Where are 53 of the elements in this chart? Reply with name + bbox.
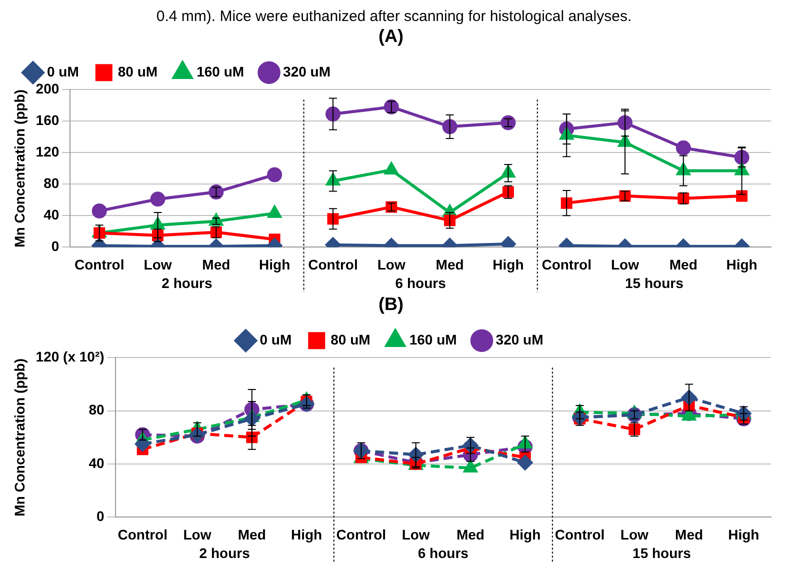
chart-title: (B)	[378, 294, 404, 314]
x-tick-label: Low	[402, 526, 430, 542]
y-tick-label: 40	[44, 206, 60, 223]
text: 0.4 mm). Mice were euthanized after scanning for histological analyses.	[155, 8, 633, 26]
text: 6 hours	[395, 274, 446, 291]
x-tick-label: Low	[144, 256, 172, 272]
y-tick-label: 120 (x 10²)	[36, 348, 104, 364]
x-tick-label: Med	[669, 256, 698, 272]
x-tick-label: Med	[436, 256, 464, 272]
text: 15 hours	[625, 274, 684, 291]
x-tick-label: Med	[202, 256, 230, 272]
chart-title: (A)	[378, 26, 404, 46]
y-tick-label: 0	[51, 238, 60, 254]
legend-label: 0 uM	[260, 331, 292, 348]
x-tick-label: Med	[675, 526, 704, 542]
legend-label: 320 uM	[283, 63, 330, 80]
x-tick-label: Control	[74, 256, 124, 272]
legend-label: 80 uM	[118, 63, 158, 80]
text: 15 hours	[632, 544, 692, 561]
y-tick-label: 200	[36, 80, 60, 96]
x-tick-label: Low	[610, 256, 640, 272]
y-tick-label: 160	[36, 112, 60, 128]
y-tick-label: 40	[88, 454, 104, 471]
y-tick-label: 80	[88, 402, 104, 418]
x-tick-label: Med	[238, 526, 266, 542]
x-tick-label: Control	[554, 526, 605, 542]
x-tick-label: Med	[456, 526, 484, 542]
x-tick-label: Low	[620, 526, 648, 542]
y-axis-title: Mn Concentration (ppb)	[11, 358, 28, 516]
x-tick-label: High	[259, 256, 290, 272]
x-tick-label: High	[290, 526, 322, 542]
x-tick-label: High	[726, 256, 758, 272]
legend-label: 160 uM	[409, 331, 457, 348]
x-tick-label: Control	[336, 526, 386, 542]
x-tick-label: High	[728, 526, 760, 542]
text: 2 hours	[199, 544, 250, 561]
x-tick-label: Control	[118, 526, 168, 542]
x-tick-label: Control	[542, 256, 592, 272]
x-tick-label: Low	[183, 526, 212, 542]
text: 6 hours	[418, 544, 469, 561]
legend-label: 80 uM	[330, 331, 370, 348]
legend-label: 320 uM	[496, 331, 544, 348]
text: 2 hours	[162, 274, 212, 291]
x-tick-label: High	[492, 256, 524, 272]
legend-label: 160 uM	[196, 63, 244, 80]
y-tick-label: 0	[96, 508, 104, 524]
x-tick-label: High	[510, 526, 541, 542]
x-tick-label: Low	[377, 256, 406, 272]
x-tick-label: Control	[308, 256, 358, 272]
y-tick-label: 120	[36, 144, 60, 160]
y-axis-title: Mn Concentration (ppb)	[11, 89, 28, 248]
legend-label: 0 uM	[47, 63, 79, 80]
y-tick-label: 80	[44, 175, 60, 192]
